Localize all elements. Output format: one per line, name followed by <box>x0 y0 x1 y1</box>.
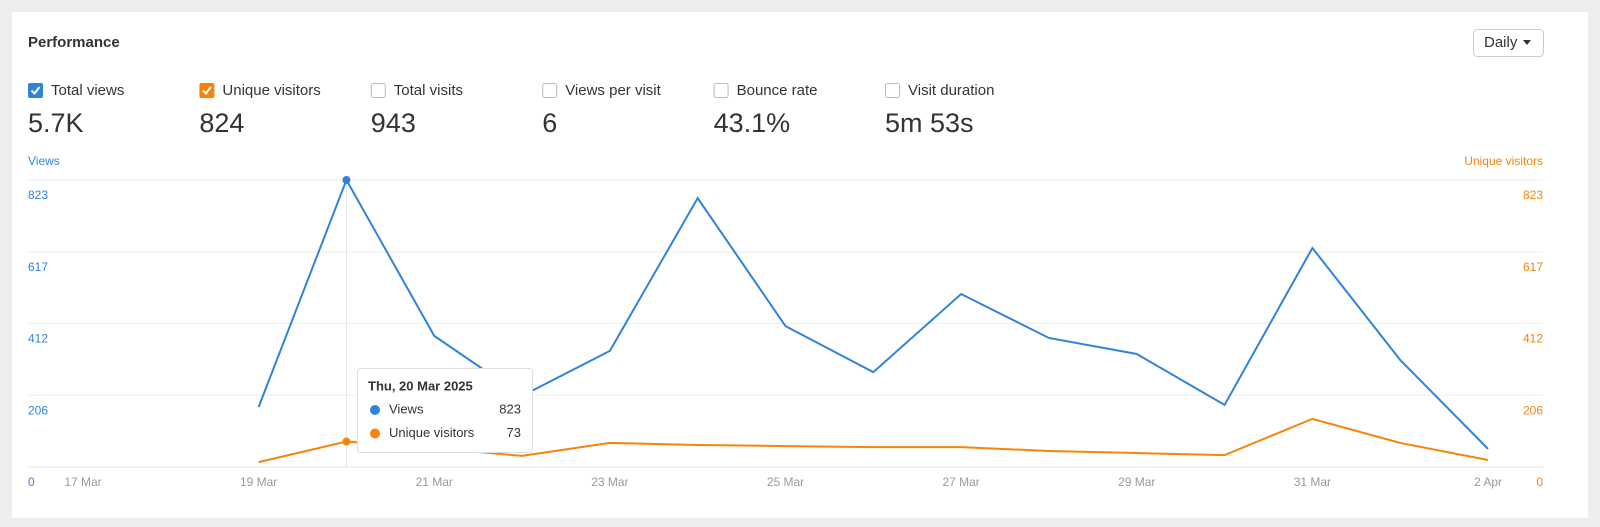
y-tick-label: 0 <box>28 475 35 489</box>
metric-label[interactable]: Visit duration <box>908 82 994 99</box>
y2-axis-title: Unique visitors <box>1464 154 1543 168</box>
metric-value: 824 <box>199 108 244 138</box>
tooltip-dot <box>370 405 380 415</box>
metric-label[interactable]: Unique visitors <box>222 82 320 99</box>
hover-point <box>342 437 351 446</box>
y-axis-title: Views <box>28 154 60 168</box>
metric-value: 5m 53s <box>885 108 974 138</box>
x-tick-label: 2 Apr <box>1474 475 1502 489</box>
x-tick-label: 29 Mar <box>1118 475 1155 489</box>
metric-label[interactable]: Total visits <box>394 82 463 99</box>
metric-label[interactable]: Total views <box>51 82 124 99</box>
y2-tick-label: 412 <box>1523 331 1543 345</box>
tooltip-row-value: 73 <box>507 425 521 440</box>
y-tick-label: 206 <box>28 403 48 417</box>
tooltip-box <box>357 368 533 453</box>
y-tick-label: 617 <box>28 260 48 274</box>
tooltip-dot <box>370 428 380 439</box>
period-dropdown[interactable]: Daily <box>1473 29 1544 57</box>
y-tick-label: 412 <box>28 331 48 345</box>
checkmark <box>30 86 41 96</box>
tooltip-title: Thu, 20 Mar 2025 <box>368 378 473 393</box>
y-tick-label: 823 <box>28 188 48 202</box>
x-tick-label: 27 Mar <box>942 475 979 489</box>
hover-point <box>342 176 351 184</box>
x-tick-label: 25 Mar <box>767 475 804 489</box>
tooltip-row-value: 823 <box>499 401 521 416</box>
dropdown-caret <box>1523 40 1531 45</box>
y2-tick-label: 206 <box>1523 403 1543 417</box>
card-title: Performance <box>28 34 120 51</box>
metric-value: 943 <box>371 108 416 138</box>
metric-label[interactable]: Views per visit <box>565 82 661 99</box>
checkbox[interactable] <box>713 83 729 98</box>
dropdown-label[interactable]: Daily <box>1484 34 1518 51</box>
y2-tick-label: 617 <box>1523 260 1543 274</box>
metric-value: 5.7K <box>28 108 84 138</box>
series-line <box>257 177 1489 450</box>
checkbox[interactable] <box>885 83 900 98</box>
tooltip-row-name: Unique visitors <box>389 425 475 440</box>
dropdown-box[interactable] <box>1473 29 1544 57</box>
metric-value: 6 <box>542 108 557 138</box>
x-tick-label: 19 Mar <box>240 475 277 489</box>
x-tick-label: 31 Mar <box>1294 475 1331 489</box>
y2-tick-label: 823 <box>1523 188 1543 202</box>
x-tick-label: 23 Mar <box>591 475 628 489</box>
checkbox[interactable] <box>542 83 558 98</box>
metric-label[interactable]: Bounce rate <box>737 82 818 99</box>
checkbox[interactable] <box>199 83 215 98</box>
metric-value: 43.1% <box>714 108 791 138</box>
x-tick-label: 17 Mar <box>64 475 101 489</box>
x-tick-label: 21 Mar <box>416 475 453 489</box>
checkmark <box>202 86 212 96</box>
tooltip-row-name: Views <box>389 401 424 416</box>
checkbox[interactable] <box>28 83 43 98</box>
checkbox[interactable] <box>370 83 386 98</box>
y2-tick-label: 0 <box>1536 475 1543 489</box>
